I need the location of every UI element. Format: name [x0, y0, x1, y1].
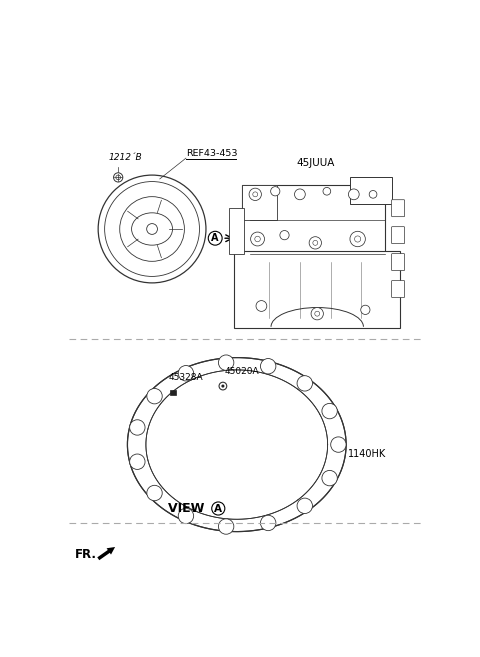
Text: 45020A: 45020A [225, 367, 259, 376]
Circle shape [322, 470, 337, 486]
FancyBboxPatch shape [234, 252, 400, 328]
FancyBboxPatch shape [392, 281, 405, 298]
Circle shape [348, 189, 359, 200]
Circle shape [208, 231, 222, 245]
Circle shape [130, 420, 145, 435]
Circle shape [120, 196, 184, 261]
Text: 45JUUA: 45JUUA [296, 158, 335, 168]
Circle shape [323, 187, 331, 195]
Circle shape [295, 189, 305, 200]
Circle shape [218, 519, 234, 534]
Circle shape [147, 388, 162, 404]
Circle shape [147, 486, 162, 501]
Circle shape [350, 231, 365, 246]
Circle shape [361, 306, 370, 315]
Circle shape [311, 307, 324, 320]
Circle shape [261, 515, 276, 531]
FancyBboxPatch shape [392, 254, 405, 271]
FancyBboxPatch shape [242, 185, 277, 219]
Text: REF43-453: REF43-453 [186, 149, 238, 158]
Text: 45328A: 45328A [169, 373, 204, 382]
FancyBboxPatch shape [350, 177, 392, 204]
FancyBboxPatch shape [392, 200, 405, 217]
Bar [170, 390, 176, 395]
FancyBboxPatch shape [392, 227, 405, 244]
Circle shape [221, 384, 225, 388]
Text: FR.: FR. [75, 548, 97, 561]
Circle shape [297, 498, 312, 514]
Text: 1140HK: 1140HK [348, 449, 386, 459]
Circle shape [98, 175, 206, 283]
Circle shape [369, 191, 377, 198]
FancyBboxPatch shape [229, 208, 244, 254]
Circle shape [178, 509, 193, 524]
Circle shape [271, 187, 280, 196]
Text: VIEW: VIEW [168, 502, 209, 515]
Circle shape [251, 232, 264, 246]
Circle shape [178, 365, 193, 381]
Circle shape [114, 173, 123, 182]
Circle shape [147, 223, 157, 235]
Text: A: A [214, 503, 222, 514]
Circle shape [218, 355, 234, 371]
Circle shape [331, 437, 346, 452]
Text: A: A [212, 233, 219, 243]
Circle shape [256, 301, 267, 311]
Circle shape [309, 237, 322, 249]
Circle shape [297, 376, 312, 391]
Circle shape [280, 231, 289, 240]
Circle shape [322, 403, 337, 419]
Text: 1212´B: 1212´B [109, 153, 143, 162]
FancyBboxPatch shape [242, 185, 384, 266]
Circle shape [249, 188, 262, 200]
Circle shape [219, 382, 227, 390]
Ellipse shape [132, 213, 172, 245]
Polygon shape [107, 547, 115, 555]
Circle shape [130, 454, 145, 469]
Circle shape [261, 359, 276, 374]
Circle shape [212, 502, 225, 515]
